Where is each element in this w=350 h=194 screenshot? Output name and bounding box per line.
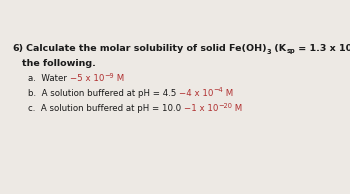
Text: M: M	[223, 89, 233, 98]
Text: Calculate the molar solubility of solid Fe(OH): Calculate the molar solubility of solid …	[26, 44, 267, 53]
Text: 6): 6)	[12, 44, 23, 53]
Text: −4 x 10: −4 x 10	[179, 89, 214, 98]
Text: b.  A solution buffered at pH = 4.5: b. A solution buffered at pH = 4.5	[28, 89, 179, 98]
Text: = 1.3 x 10: = 1.3 x 10	[295, 44, 350, 53]
Text: M: M	[232, 104, 243, 113]
Text: −20: −20	[218, 102, 232, 108]
Text: M: M	[114, 74, 124, 83]
Text: −9: −9	[104, 73, 114, 79]
Text: c.  A solution buffered at pH = 10.0: c. A solution buffered at pH = 10.0	[28, 104, 184, 113]
Text: sp: sp	[286, 48, 295, 55]
Text: a.  Water: a. Water	[28, 74, 70, 83]
Text: −4: −4	[214, 87, 223, 94]
Text: −5 x 10: −5 x 10	[70, 74, 104, 83]
Text: (K: (K	[271, 44, 286, 53]
Text: 3: 3	[267, 48, 271, 55]
Text: −1 x 10: −1 x 10	[184, 104, 218, 113]
Text: the following.: the following.	[22, 59, 96, 68]
